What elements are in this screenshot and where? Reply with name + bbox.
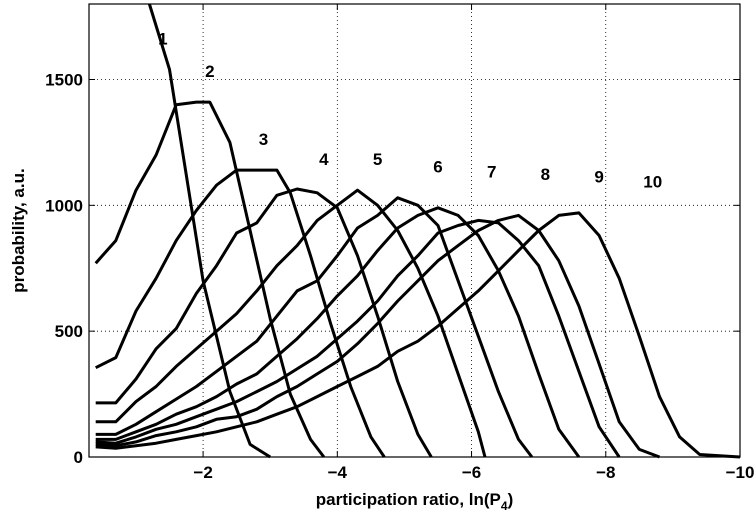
curve-label-4: 4 bbox=[319, 150, 329, 169]
y-tick-label: 0 bbox=[74, 448, 83, 467]
grid-lines bbox=[89, 4, 741, 458]
x-tick-label: −6 bbox=[462, 463, 481, 482]
x-tick-label: −10 bbox=[726, 463, 755, 482]
x-axis-label-subscript: 4 bbox=[501, 499, 508, 513]
series-line-3 bbox=[95, 168, 386, 458]
curve-label-6: 6 bbox=[433, 158, 442, 177]
curve-label-7: 7 bbox=[487, 163, 496, 182]
x-tick-labels: −2 −4 −6 −8 −10 bbox=[193, 463, 754, 482]
curve-label-8: 8 bbox=[541, 165, 550, 184]
curve-label-5: 5 bbox=[373, 150, 382, 169]
x-tick-label: −8 bbox=[596, 463, 615, 482]
y-tick-labels: 0 500 1000 1500 bbox=[45, 71, 83, 468]
curve-label-9: 9 bbox=[594, 168, 603, 187]
x-axis-label: participation ratio, ln(P4) bbox=[316, 490, 513, 513]
series-group bbox=[94, 3, 741, 459]
series-line-1 bbox=[147, 3, 271, 459]
series-line-9 bbox=[95, 213, 661, 459]
curve-label-10: 10 bbox=[643, 173, 662, 192]
y-axis-label: probability, a.u. bbox=[9, 168, 28, 292]
y-tick-label: 1000 bbox=[45, 196, 83, 215]
series-line-2 bbox=[94, 100, 326, 458]
x-axis-label-end: ) bbox=[508, 490, 514, 509]
curve-label-1: 1 bbox=[158, 29, 167, 48]
tick-marks bbox=[89, 4, 741, 458]
x-tick-label: −2 bbox=[193, 463, 212, 482]
x-axis-label-main: participation ratio, ln(P bbox=[316, 490, 501, 509]
series-line-6 bbox=[95, 196, 534, 458]
curve-label-2: 2 bbox=[205, 62, 214, 81]
curve-labels: 1 2 3 4 5 6 7 8 9 10 bbox=[158, 29, 662, 191]
x-tick-label: −4 bbox=[328, 463, 348, 482]
series-line-10 bbox=[95, 211, 741, 459]
series-line-5 bbox=[95, 188, 487, 458]
y-tick-label: 1500 bbox=[45, 71, 83, 90]
plot-frame bbox=[88, 3, 741, 458]
series-line-8 bbox=[95, 218, 621, 458]
series-line-4 bbox=[95, 187, 433, 458]
y-tick-label: 500 bbox=[55, 322, 83, 341]
curve-label-3: 3 bbox=[259, 130, 268, 149]
